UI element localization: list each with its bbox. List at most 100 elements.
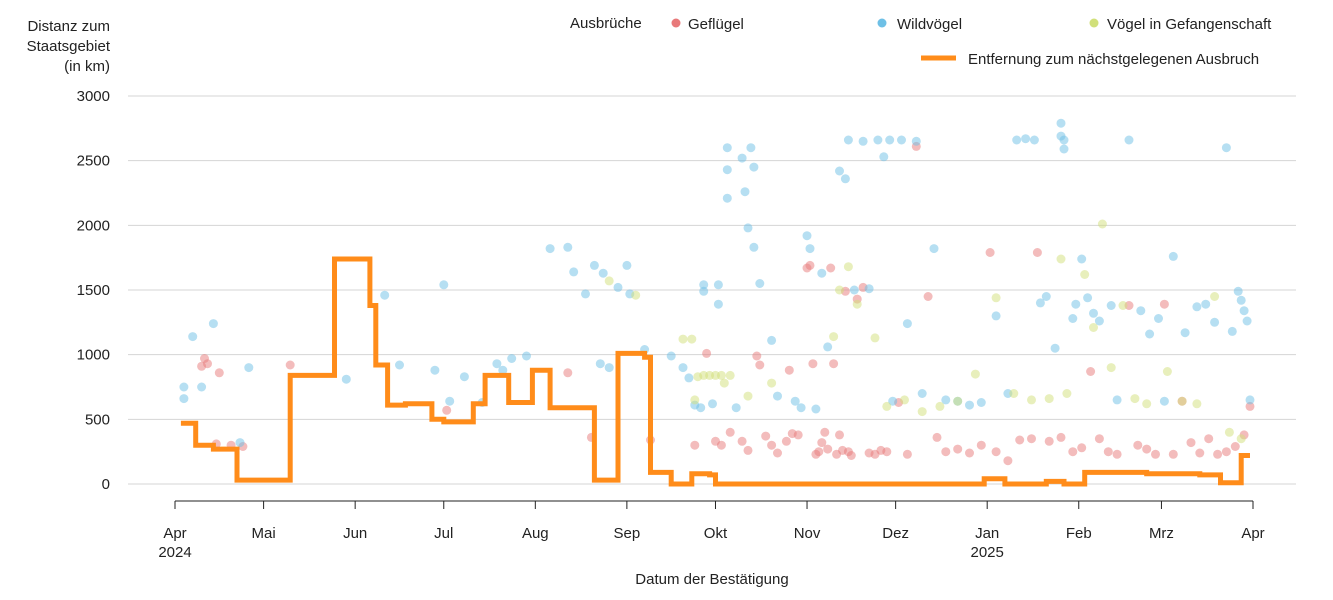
point-gefl-gel: [823, 444, 833, 454]
point-gefl-gel: [817, 438, 827, 448]
point-wildv-gel: [879, 152, 889, 162]
point-wildv-gel: [179, 394, 189, 404]
point-gefl-gel: [1032, 248, 1042, 257]
point-wildv-gel: [976, 398, 986, 407]
point-wildv-gel: [1056, 118, 1066, 128]
point-wildv-gel: [840, 174, 850, 184]
point-wildv-gel: [1239, 306, 1249, 316]
point-gefl-gel: [1159, 299, 1169, 309]
point-wildv-gel: [740, 187, 750, 197]
point-gefl-gel: [826, 263, 836, 273]
y-tick-label: 2500: [77, 153, 110, 170]
point-wildv-gel: [1050, 343, 1060, 353]
point-v-gel-in-gefangenschaft: [631, 290, 641, 300]
point-wildv-gel: [197, 382, 207, 392]
point-wildv-gel: [244, 363, 254, 373]
point-gefl-gel: [767, 440, 777, 450]
point-wildv-gel: [498, 365, 508, 375]
point-v-gel-in-gefangenschaft: [687, 334, 697, 344]
point-wildv-gel: [208, 319, 218, 329]
point-wildv-gel: [522, 351, 531, 361]
point-wildv-gel: [743, 223, 753, 233]
point-gefl-gel: [442, 405, 452, 415]
point-v-gel-in-gefangenschaft: [1210, 292, 1220, 301]
point-v-gel-in-gefangenschaft: [1162, 367, 1172, 376]
point-wildv-gel: [696, 403, 706, 413]
y-axis-label: Distanz zum Staatsgebiet (in km): [27, 18, 111, 75]
scatter-points: [179, 118, 1255, 466]
point-wildv-gel: [1083, 293, 1093, 303]
point-wildv-gel: [811, 404, 821, 414]
point-v-gel-in-gefangenschaft: [900, 395, 909, 405]
point-v-gel-in-gefangenschaft: [970, 369, 980, 379]
point-wildv-gel: [1029, 135, 1039, 145]
point-wildv-gel: [1071, 299, 1081, 309]
point-wildv-gel: [1077, 254, 1087, 264]
point-gefl-gel: [784, 365, 794, 375]
point-wildv-gel: [1106, 301, 1116, 310]
point-gefl-gel: [1015, 435, 1025, 445]
point-wildv-gel: [507, 354, 517, 363]
point-gefl-gel: [846, 451, 856, 460]
point-wildv-gel: [699, 280, 709, 290]
point-gefl-gel: [923, 292, 933, 301]
point-gefl-gel: [1056, 432, 1066, 442]
x-tick-label: Apr: [163, 525, 186, 542]
point-wildv-gel: [796, 403, 806, 413]
x-tick-label: Apr: [1241, 525, 1264, 542]
point-gefl-gel: [755, 360, 765, 370]
point-wildv-gel: [439, 280, 449, 290]
legend-label-wildvoegel: Wildvögel: [897, 16, 962, 33]
point-wildv-gel: [1154, 314, 1163, 323]
legend: Ausbrüche Geflügel Wildvögel Vögel in Ge…: [570, 15, 1272, 68]
point-wildv-gel: [737, 153, 747, 163]
point-v-gel-in-gefangenschaft: [1130, 394, 1140, 404]
point-wildv-gel: [805, 244, 815, 254]
point-wildv-gel: [749, 162, 759, 172]
point-wildv-gel: [802, 231, 812, 241]
point-wildv-gel: [492, 359, 502, 369]
point-wildv-gel: [1236, 295, 1246, 305]
point-v-gel-in-gefangenschaft: [1177, 396, 1187, 406]
point-wildv-gel: [864, 284, 874, 294]
y-axis-label-line-3: (in km): [64, 58, 110, 75]
point-v-gel-in-gefangenschaft: [935, 401, 945, 411]
point-gefl-gel: [1151, 449, 1160, 459]
point-gefl-gel: [1221, 447, 1231, 457]
y-axis-ticks: 0 500 1000 1500 2000 2500 3000: [77, 88, 110, 493]
point-v-gel-in-gefangenschaft: [719, 378, 729, 388]
point-gefl-gel: [563, 368, 573, 378]
point-wildv-gel: [713, 280, 723, 290]
point-gefl-gel: [793, 430, 803, 440]
point-gefl-gel: [835, 430, 844, 440]
point-wildv-gel: [1021, 134, 1031, 144]
point-wildv-gel: [749, 242, 759, 252]
point-wildv-gel: [545, 244, 555, 254]
point-wildv-gel: [888, 396, 898, 406]
point-gefl-gel: [1133, 440, 1143, 450]
point-wildv-gel: [569, 267, 579, 277]
point-gefl-gel: [761, 431, 771, 441]
point-gefl-gel: [1230, 442, 1240, 451]
point-wildv-gel: [722, 193, 732, 203]
point-gefl-gel: [1103, 447, 1113, 457]
point-v-gel-in-gefangenschaft: [917, 407, 927, 417]
legend-swatch-gefangenschaft: [1089, 18, 1099, 28]
point-wildv-gel: [678, 363, 688, 373]
y-axis-label-line-2: Staatsgebiet: [27, 38, 111, 55]
x-tick-label: Mrz: [1149, 525, 1174, 542]
point-gefl-gel: [1077, 443, 1087, 453]
point-gefl-gel: [882, 447, 892, 457]
point-v-gel-in-gefangenschaft: [852, 299, 862, 309]
point-wildv-gel: [613, 282, 623, 292]
point-gefl-gel: [752, 351, 762, 361]
point-wildv-gel: [1035, 298, 1045, 308]
x-tick-label: Nov: [794, 525, 821, 542]
point-gefl-gel: [1044, 436, 1054, 446]
point-wildv-gel: [917, 389, 927, 398]
legend-title: Ausbrüche: [570, 15, 642, 32]
point-wildv-gel: [835, 166, 844, 176]
point-v-gel-in-gefangenschaft: [1080, 270, 1090, 279]
point-v-gel-in-gefangenschaft: [870, 333, 880, 343]
point-wildv-gel: [843, 135, 853, 145]
